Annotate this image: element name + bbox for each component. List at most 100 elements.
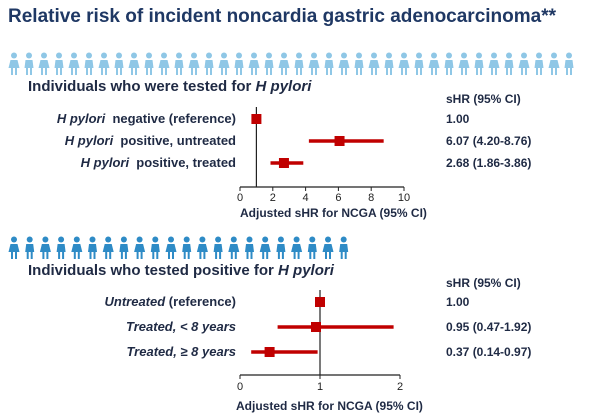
- section-1-x-axis-title: Adjusted sHR for NCGA (95% CI): [240, 206, 427, 220]
- person-icon: [218, 52, 230, 75]
- row-label-rest: positive, treated: [129, 155, 236, 170]
- section-2-hr-header: sHR (95% CI): [446, 276, 521, 290]
- section-2-hr-value: 0.95 (0.47-1.92): [446, 320, 532, 334]
- person-icon: [444, 52, 454, 75]
- person-icon: [39, 236, 51, 259]
- section-1-heading-prefix: Individuals who were tested for: [28, 78, 256, 95]
- person-icon: [102, 236, 114, 259]
- person-icon: [68, 52, 80, 75]
- x-tick-label: 2: [270, 192, 276, 204]
- person-icon: [548, 52, 560, 75]
- section-1-hr-value: 6.07 (4.20-8.76): [446, 134, 532, 148]
- estimate-marker: [311, 322, 321, 332]
- person-icon: [428, 52, 440, 75]
- row-label-rest: positive, untreated: [113, 133, 236, 148]
- person-icon: [504, 52, 514, 75]
- section-1-hr-value: 2.68 (1.86-3.86): [446, 156, 532, 170]
- row-label-italic: Treated, ≥ 8 years: [126, 344, 236, 359]
- person-icon: [158, 52, 170, 75]
- x-tick-label: 10: [398, 192, 410, 204]
- chart-title: Relative risk of incident noncardia gast…: [8, 6, 557, 27]
- section-2-hr-value: 1.00: [446, 295, 470, 309]
- estimate-marker: [334, 136, 345, 146]
- section-2-row-label: Treated, ≥ 8 years: [126, 344, 236, 359]
- section-1-row-label: H pylori positive, untreated: [65, 133, 236, 148]
- person-icon: [182, 236, 192, 259]
- person-icon: [414, 52, 424, 75]
- person-icon: [213, 236, 223, 259]
- person-icon: [174, 52, 184, 75]
- x-tick-label: 0: [237, 381, 243, 393]
- person-icon: [276, 236, 286, 259]
- person-icon: [88, 236, 97, 259]
- person-icon: [228, 236, 240, 259]
- person-icon: [278, 52, 290, 75]
- person-icon: [119, 236, 129, 259]
- row-label-italic: H pylori: [64, 133, 114, 148]
- person-icon: [248, 52, 260, 75]
- section-1-heading-italic: H pylori: [255, 78, 312, 95]
- section-1-hr-header: sHR (95% CI): [446, 92, 521, 106]
- person-icon: [291, 236, 303, 259]
- person-icon: [384, 52, 394, 75]
- person-icon: [84, 52, 94, 75]
- section-1-row-label: H pylori positive, treated: [81, 155, 236, 170]
- x-tick-label: 2: [397, 381, 403, 393]
- person-icon: [488, 52, 500, 75]
- row-label-italic: Treated, < 8 years: [126, 319, 236, 334]
- section-1-hr-value: 1.00: [446, 112, 470, 126]
- section-2-x-axis-title: Adjusted sHR for NCGA (95% CI): [236, 399, 423, 413]
- person-icon: [98, 52, 110, 75]
- person-icon: [25, 236, 35, 259]
- person-icon: [324, 52, 334, 75]
- person-icon: [458, 52, 470, 75]
- person-icon: [24, 52, 34, 75]
- person-icon: [339, 236, 349, 259]
- x-tick-label: 0: [237, 192, 243, 204]
- section-2-heading-prefix: Individuals who tested positive for: [28, 262, 279, 279]
- person-icon: [338, 52, 350, 75]
- person-icon: [368, 52, 380, 75]
- section-1-row-label: H pylori negative (reference): [57, 111, 236, 126]
- row-label-rest: negative (reference): [105, 111, 236, 126]
- row-label-italic: H pylori: [80, 155, 130, 170]
- person-icon: [259, 236, 271, 259]
- row-label-italic: Untreated: [104, 294, 166, 309]
- estimate-marker: [251, 114, 262, 124]
- person-icon: [264, 52, 274, 75]
- estimate-marker: [278, 158, 289, 168]
- x-tick-label: 1: [317, 381, 323, 393]
- person-icon: [114, 52, 124, 75]
- x-tick-label: 4: [303, 192, 309, 204]
- person-icon: [474, 52, 484, 75]
- person-icon: [165, 236, 177, 259]
- person-icon: [398, 52, 410, 75]
- x-tick-label: 6: [335, 192, 341, 204]
- person-icon: [8, 52, 20, 75]
- section-2-heading: Individuals who tested positive for H py…: [28, 262, 334, 279]
- person-icon: [564, 52, 574, 75]
- person-icon: [128, 52, 140, 75]
- section-2-row-label: Treated, < 8 years: [126, 319, 236, 334]
- person-icon: [518, 52, 530, 75]
- section-1-heading: Individuals who were tested for H pylori: [28, 78, 311, 95]
- person-icon: [8, 236, 20, 259]
- person-icon: [196, 236, 208, 259]
- person-icon: [144, 52, 154, 75]
- row-label-italic: H pylori: [56, 111, 106, 126]
- person-icon: [54, 52, 64, 75]
- section-2-hr-value: 0.37 (0.14-0.97): [446, 345, 532, 359]
- person-icon: [294, 52, 304, 75]
- people-row-top: [8, 52, 578, 76]
- row-label-rest: (reference): [165, 294, 236, 309]
- person-icon: [234, 52, 244, 75]
- person-icon: [308, 52, 320, 75]
- person-icon: [204, 52, 214, 75]
- person-icon: [188, 52, 200, 75]
- person-icon: [322, 236, 334, 259]
- people-row-bottom: [8, 236, 353, 260]
- person-icon: [38, 52, 50, 75]
- person-icon: [307, 236, 317, 259]
- person-icon: [71, 236, 83, 259]
